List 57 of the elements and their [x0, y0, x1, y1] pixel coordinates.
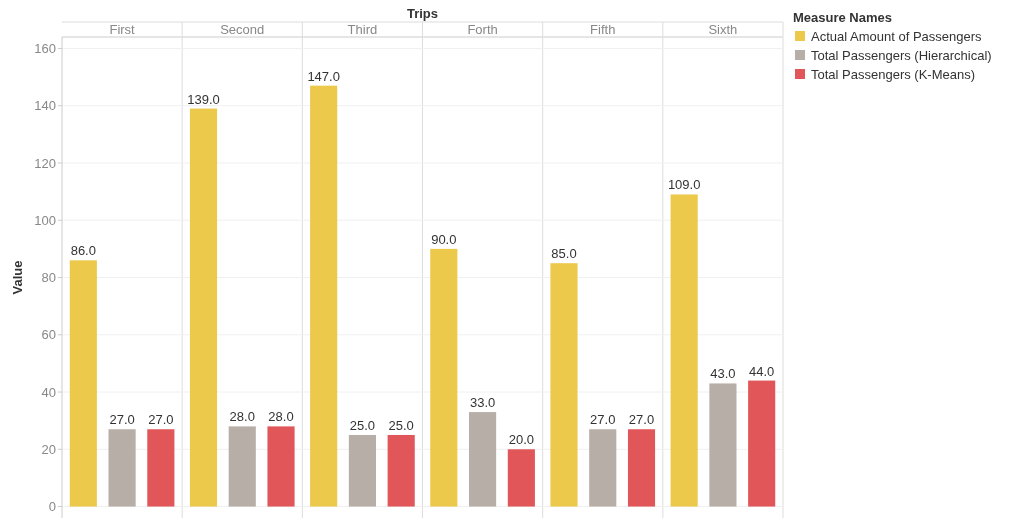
x-tick-label: Third [347, 22, 378, 37]
legend-label: Actual Amount of Passengers [811, 29, 983, 44]
y-tick-label: 40 [41, 384, 56, 400]
bar [267, 426, 295, 507]
bar [430, 248, 458, 507]
bar [69, 260, 97, 507]
x-tick-label: Second [220, 22, 265, 37]
legend-label: Total Passengers (K-Means) [811, 67, 976, 82]
chart-title: Trips [406, 6, 439, 21]
y-axis-title: Value [10, 260, 25, 295]
data-label: 25.0 [349, 417, 376, 433]
data-label: 147.0 [307, 68, 340, 84]
y-tick-label: 120 [34, 155, 56, 171]
data-label: 28.0 [229, 409, 255, 425]
data-label: 25.0 [388, 417, 414, 433]
y-tick-label: 100 [34, 212, 56, 228]
data-label: 27.0 [109, 412, 135, 428]
bar [387, 434, 415, 507]
data-label: 27.0 [590, 412, 616, 428]
bar [469, 412, 497, 507]
data-label: 44.0 [749, 363, 775, 379]
data-label: 86.0 [70, 243, 96, 259]
bar [550, 263, 578, 507]
bar [189, 108, 218, 507]
y-tick-label: 80 [41, 270, 56, 286]
data-label: 85.0 [551, 246, 577, 262]
data-label: 27.0 [628, 412, 655, 428]
bar [147, 429, 175, 507]
x-tick-label: Forth [467, 22, 498, 37]
bar [627, 429, 656, 507]
y-tick-label: 60 [41, 327, 56, 343]
bar [748, 380, 776, 507]
bar [348, 434, 376, 507]
bar [228, 426, 256, 507]
y-tick-label: 0 [48, 499, 56, 515]
data-label: 90.0 [431, 231, 457, 247]
data-label: 27.0 [148, 412, 174, 428]
bar [589, 429, 617, 507]
data-label: 33.0 [469, 395, 496, 411]
y-tick-label: 140 [34, 98, 56, 114]
data-label: 109.0 [667, 177, 701, 193]
y-tick-label: 160 [34, 41, 56, 56]
legend-title: Measure Names [793, 10, 892, 25]
x-tick-label: Fifth [590, 22, 616, 37]
data-label: 28.0 [268, 409, 294, 425]
bar [310, 85, 338, 507]
data-label: 20.0 [508, 432, 534, 448]
bar [670, 194, 698, 507]
bar [108, 429, 136, 507]
legend-label: Total Passengers (Hierarchical) [811, 48, 992, 63]
data-label: 43.0 [710, 366, 736, 382]
y-tick-label: 20 [41, 441, 56, 457]
x-tick-label: Sixth [708, 22, 738, 37]
bar [709, 383, 737, 507]
bar [507, 449, 535, 507]
data-label: 139.0 [187, 91, 220, 107]
x-tick-label: First [109, 22, 136, 37]
